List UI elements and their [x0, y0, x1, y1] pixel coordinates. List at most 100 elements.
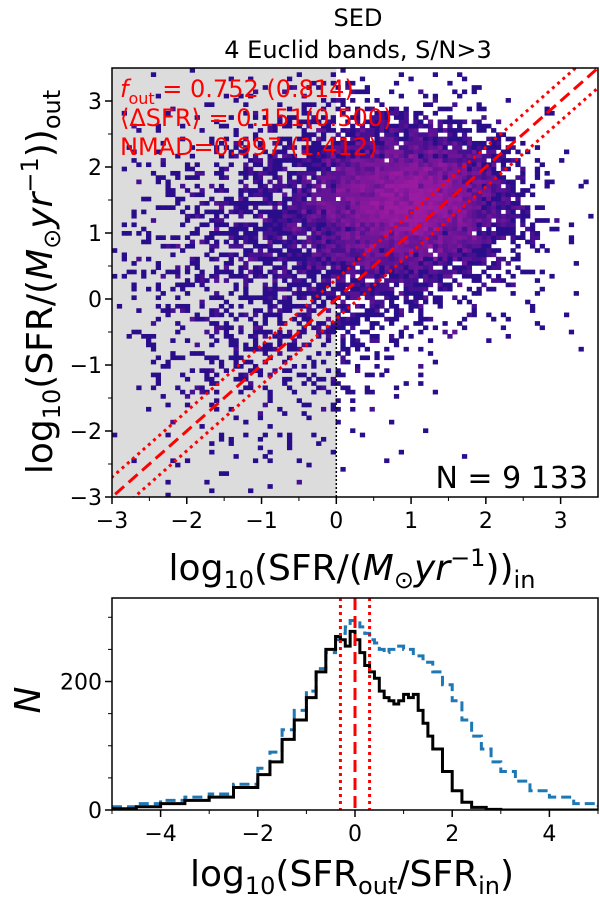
- heatmap-cell: [340, 273, 346, 279]
- heatmap-cell: [257, 256, 264, 262]
- heatmap-cell: [214, 338, 220, 343]
- heatmap-cell: [403, 149, 409, 155]
- heatmap-cell: [481, 192, 487, 198]
- heatmap-cell: [447, 273, 453, 279]
- heatmap-cell: [252, 342, 259, 348]
- heatmap-cell: [262, 385, 268, 391]
- heatmap-cell: [306, 205, 312, 210]
- heatmap-cell: [209, 333, 215, 339]
- heatmap-cell: [291, 200, 298, 206]
- heatmap-cell: [403, 291, 409, 296]
- heatmap-cell: [340, 153, 346, 159]
- heatmap-cell: [578, 183, 584, 189]
- heatmap-cell: [243, 278, 249, 283]
- heatmap-cell: [379, 166, 385, 172]
- heatmap-cell: [262, 188, 268, 193]
- heatmap-cell: [369, 299, 375, 305]
- heatmap-cell: [311, 175, 317, 180]
- heatmap-cell: [243, 183, 249, 189]
- heatmap-cell: [262, 273, 268, 279]
- heatmap-cell: [282, 196, 288, 202]
- heatmap-cell: [131, 286, 137, 292]
- heatmap-cell: [476, 235, 482, 240]
- heatmap-cell: [437, 252, 443, 258]
- heatmap-cell: [272, 222, 278, 228]
- heatmap-cell: [355, 110, 361, 116]
- heatmap-cell: [457, 299, 463, 305]
- heatmap-cell: [452, 128, 458, 133]
- heatmap-cell: [316, 158, 322, 163]
- heatmap-cell: [393, 115, 400, 120]
- heatmap-cell: [364, 175, 370, 180]
- heatmap-cell: [170, 338, 176, 343]
- heatmap-cell: [437, 213, 443, 219]
- heatmap-cell: [204, 222, 210, 228]
- heatmap-cell: [457, 136, 463, 142]
- heatmap-cell: [432, 162, 439, 168]
- heatmap-cell: [369, 162, 375, 168]
- heatmap-cell: [209, 359, 215, 365]
- heatmap-cell: [423, 243, 429, 249]
- heatmap-cell: [374, 252, 380, 258]
- heatmap-cell: [432, 136, 439, 142]
- heatmap-cell: [214, 162, 220, 168]
- heatmap-cell: [534, 170, 541, 176]
- heatmap-cell: [442, 286, 448, 292]
- heatmap-cell: [180, 248, 186, 253]
- heatmap-cell: [311, 119, 317, 125]
- heatmap-cell: [432, 243, 439, 249]
- heatmap-cell: [175, 329, 181, 335]
- heatmap-cell: [452, 175, 458, 180]
- heatmap-cell: [243, 222, 249, 228]
- heatmap-cell: [320, 282, 327, 288]
- heatmap-cell: [282, 218, 288, 223]
- heatmap-cell: [350, 145, 356, 150]
- heatmap-cell: [534, 248, 541, 253]
- heatmap-cell: [214, 355, 220, 361]
- heatmap-cell: [330, 381, 336, 386]
- heatmap-cell: [554, 218, 560, 223]
- heatmap-cell: [301, 200, 307, 206]
- heatmap-cell: [457, 226, 463, 232]
- heatmap-cell: [452, 102, 458, 108]
- heatmap-cell: [199, 389, 205, 395]
- heatmap-cell: [248, 123, 254, 129]
- heatmap-cell: [515, 235, 521, 240]
- heatmap-cell: [403, 196, 409, 202]
- heatmap-cell: [515, 213, 521, 219]
- heatmap-cell: [432, 188, 439, 193]
- heatmap-cell: [466, 299, 473, 305]
- heatmap-cell: [471, 252, 477, 258]
- heatmap-cell: [277, 252, 283, 258]
- heatmap-cell: [384, 316, 390, 322]
- heatmap-cell: [267, 196, 273, 202]
- heatmap-cell: [350, 312, 356, 318]
- heatmap-cell: [384, 115, 390, 120]
- heatmap-cell: [379, 273, 385, 279]
- heatmap-cell: [330, 119, 336, 125]
- heatmap-cell: [486, 231, 492, 236]
- heatmap-cell: [345, 291, 351, 296]
- heatmap-cell: [291, 115, 298, 120]
- heatmap-cell: [233, 128, 239, 133]
- heatmap-cell: [243, 282, 249, 288]
- heatmap-cell: [214, 222, 220, 228]
- heatmap-cell: [505, 158, 511, 163]
- heatmap-cell: [384, 291, 390, 296]
- heatmap-cell: [374, 333, 380, 339]
- heatmap-cell: [296, 162, 302, 168]
- heatmap-cell: [510, 235, 516, 240]
- heatmap-cell: [359, 153, 366, 159]
- heatmap-cell: [355, 248, 361, 253]
- heatmap-cell: [457, 239, 463, 245]
- heatmap-cell: [272, 291, 278, 296]
- heatmap-cell: [277, 256, 283, 262]
- heatmap-cell: [296, 265, 302, 271]
- heatmap-cell: [340, 333, 346, 339]
- heatmap-cell: [413, 149, 419, 155]
- heatmap-cell: [427, 128, 434, 133]
- heatmap-cell: [136, 231, 142, 236]
- heatmap-cell: [340, 355, 346, 361]
- heatmap-cell: [437, 128, 443, 133]
- heatmap-cell: [306, 110, 312, 116]
